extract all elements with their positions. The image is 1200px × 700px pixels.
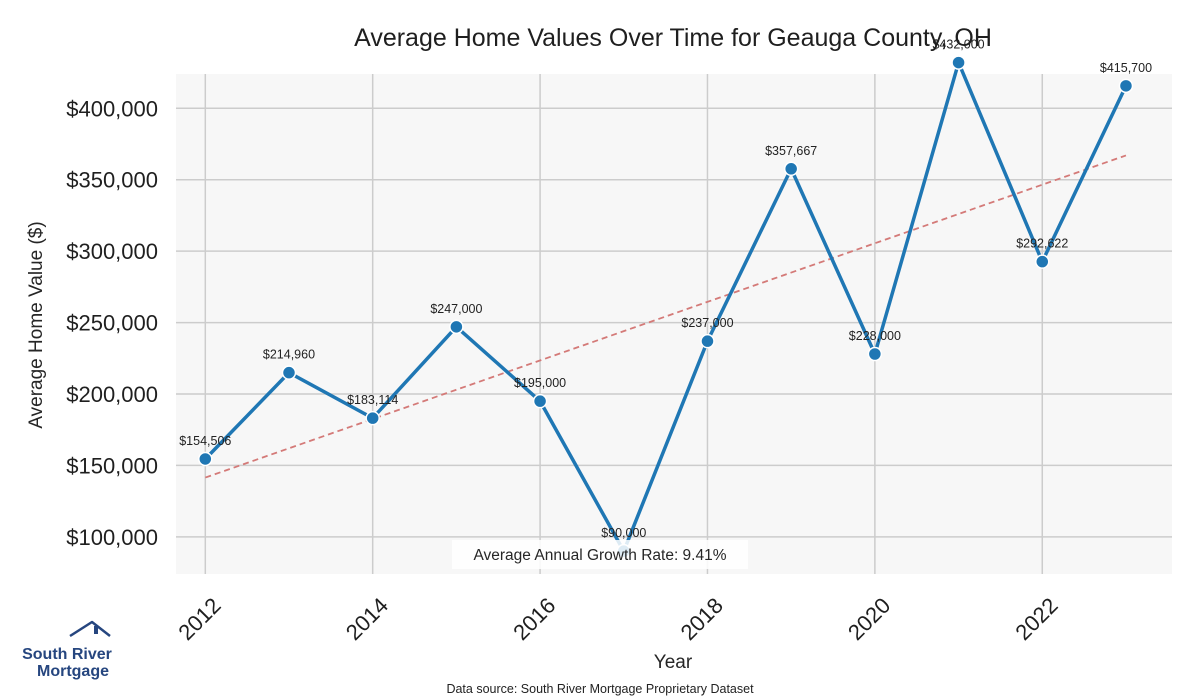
y-tick-label: $400,000 bbox=[66, 96, 158, 121]
company-logo: South River Mortgage bbox=[22, 620, 112, 680]
annotation-box bbox=[452, 540, 748, 569]
data-source-note: Data source: South River Mortgage Propri… bbox=[446, 682, 754, 696]
data-label: $247,000 bbox=[430, 302, 482, 316]
x-tick-label: 2016 bbox=[508, 593, 560, 645]
data-point bbox=[951, 55, 966, 70]
data-point bbox=[1118, 78, 1134, 94]
data-label: $228,000 bbox=[849, 329, 901, 343]
y-tick-label: $150,000 bbox=[66, 453, 158, 478]
x-tick-label: 2012 bbox=[173, 593, 225, 645]
data-point bbox=[700, 333, 715, 349]
plot-area bbox=[176, 74, 1172, 574]
logo-line-1: South River bbox=[22, 646, 112, 663]
y-tick-labels: $100,000 $150,000 $200,000 $250,000 $300,000… bbox=[66, 96, 158, 550]
growth-rate-annotation: Average Annual Growth Rate: 9.41% bbox=[452, 540, 748, 569]
data-point bbox=[198, 451, 213, 467]
x-tick-labels: 2012 2014 2016 2018 2020 2022 bbox=[173, 593, 1062, 645]
logo-line-2: Mortgage bbox=[37, 663, 109, 680]
x-axis-label: Year bbox=[654, 652, 693, 673]
house-roof-icon bbox=[69, 620, 111, 638]
data-label: $214,960 bbox=[263, 348, 315, 362]
grid-lines bbox=[176, 74, 1172, 574]
data-point bbox=[532, 393, 548, 409]
x-tick-label: 2022 bbox=[1010, 593, 1062, 645]
data-label: $292,622 bbox=[1016, 237, 1068, 251]
data-point bbox=[867, 346, 883, 362]
data-label: $90,000 bbox=[601, 526, 646, 540]
data-point bbox=[783, 161, 799, 177]
y-tick-label: $350,000 bbox=[66, 168, 158, 193]
data-point bbox=[449, 319, 464, 335]
growth-rate-text: Average Annual Growth Rate: 9.41% bbox=[473, 547, 726, 564]
data-point bbox=[365, 410, 380, 426]
chimney-icon bbox=[94, 626, 98, 634]
data-label: $154,506 bbox=[179, 434, 231, 448]
data-label: $357,667 bbox=[765, 144, 817, 158]
data-label: $415,700 bbox=[1100, 61, 1152, 75]
data-label: $195,000 bbox=[514, 376, 566, 390]
data-labels: $154,506 $214,960 $183,114 $247,000 $195,000… bbox=[179, 38, 1152, 541]
y-axis-label: Average Home Value ($) bbox=[26, 221, 47, 428]
data-label: $237,000 bbox=[681, 316, 733, 330]
data-point bbox=[281, 365, 297, 380]
data-label: $183,114 bbox=[347, 393, 398, 407]
trend-line bbox=[204, 154, 1127, 479]
x-tick-label: 2020 bbox=[843, 593, 895, 645]
y-tick-label: $100,000 bbox=[66, 525, 158, 550]
chart-title: Average Home Values Over Time for Geauga… bbox=[354, 24, 992, 52]
data-label: $432,000 bbox=[933, 38, 985, 52]
data-point bbox=[1035, 254, 1050, 269]
y-tick-label: $300,000 bbox=[66, 239, 158, 264]
y-tick-label: $250,000 bbox=[66, 311, 158, 336]
x-tick-label: 2018 bbox=[676, 593, 728, 645]
x-tick-label: 2014 bbox=[341, 593, 393, 645]
series-line bbox=[204, 60, 1128, 553]
y-tick-label: $200,000 bbox=[66, 382, 158, 407]
